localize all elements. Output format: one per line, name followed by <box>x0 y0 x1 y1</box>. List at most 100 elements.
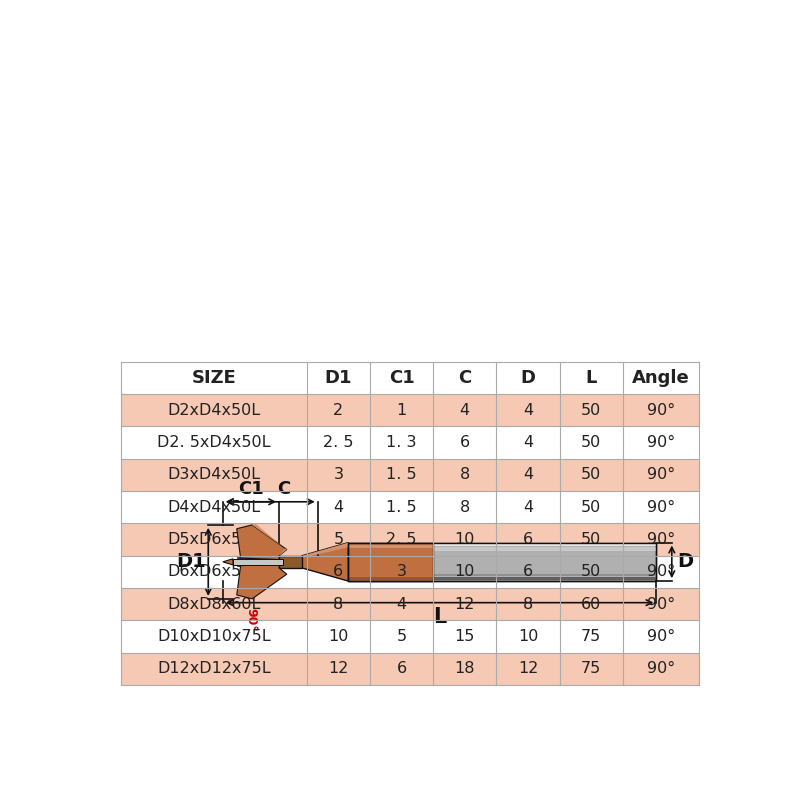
Text: 5: 5 <box>334 532 343 547</box>
Text: C1: C1 <box>389 369 414 387</box>
Text: D8xD8x60L: D8xD8x60L <box>167 597 261 612</box>
Text: 10: 10 <box>518 629 538 644</box>
Text: 1: 1 <box>397 402 406 418</box>
Text: 4: 4 <box>523 500 533 514</box>
Text: D1: D1 <box>325 369 352 387</box>
Text: 18: 18 <box>454 662 475 676</box>
Bar <box>349 543 656 546</box>
Text: D: D <box>521 369 535 387</box>
Text: 90°: 90° <box>646 662 675 676</box>
Text: 2. 5: 2. 5 <box>323 435 354 450</box>
Text: D10xD10x75L: D10xD10x75L <box>157 629 270 644</box>
Text: 1. 3: 1. 3 <box>386 435 417 450</box>
Bar <box>349 542 433 581</box>
Bar <box>122 394 698 426</box>
Text: D2xD4x50L: D2xD4x50L <box>167 402 261 418</box>
Bar <box>122 362 698 394</box>
Polygon shape <box>237 525 287 559</box>
Text: 3: 3 <box>397 564 406 579</box>
Text: D: D <box>678 552 694 571</box>
Text: C: C <box>278 481 290 498</box>
Text: 15: 15 <box>454 629 475 644</box>
Text: 8: 8 <box>460 500 470 514</box>
Polygon shape <box>237 564 287 599</box>
Bar <box>349 574 656 577</box>
Text: 90°: 90° <box>646 467 675 482</box>
Text: 10: 10 <box>454 532 475 547</box>
Text: 4: 4 <box>397 597 406 612</box>
Bar <box>122 491 698 523</box>
Text: 90°: 90° <box>646 500 675 514</box>
Bar <box>122 653 698 685</box>
Bar <box>122 620 698 653</box>
Bar <box>233 558 283 565</box>
Text: 90°: 90° <box>646 597 675 612</box>
Bar <box>349 578 656 580</box>
Text: 6: 6 <box>460 435 470 450</box>
Text: 12: 12 <box>328 662 349 676</box>
Text: 4: 4 <box>523 467 533 482</box>
Text: 4: 4 <box>334 500 343 514</box>
Text: 3: 3 <box>334 467 343 482</box>
Text: Angle: Angle <box>632 369 690 387</box>
Bar <box>122 556 698 588</box>
Bar <box>349 547 656 551</box>
Text: 2. 5: 2. 5 <box>386 532 417 547</box>
Text: 1. 5: 1. 5 <box>386 500 417 514</box>
Polygon shape <box>302 542 349 558</box>
Text: 2: 2 <box>334 402 343 418</box>
Text: 90°: 90° <box>646 564 675 579</box>
Text: D3xD4x50L: D3xD4x50L <box>167 467 261 482</box>
Polygon shape <box>279 556 302 568</box>
Text: SIZE: SIZE <box>192 369 236 387</box>
Polygon shape <box>223 558 233 565</box>
Text: 90°: 90° <box>646 532 675 547</box>
Text: 50: 50 <box>581 467 602 482</box>
Text: 8: 8 <box>460 467 470 482</box>
Text: 12: 12 <box>454 597 475 612</box>
Text: L: L <box>433 606 446 626</box>
Polygon shape <box>252 524 287 556</box>
Text: 50: 50 <box>581 564 602 579</box>
Text: 1. 5: 1. 5 <box>386 467 417 482</box>
Text: L: L <box>586 369 597 387</box>
Text: 90°: 90° <box>244 608 257 632</box>
Text: 4: 4 <box>523 435 533 450</box>
Text: 12: 12 <box>518 662 538 676</box>
Text: 4: 4 <box>460 402 470 418</box>
Text: D5xD6x50L: D5xD6x50L <box>167 532 261 547</box>
Text: 5: 5 <box>397 629 406 644</box>
Text: 75: 75 <box>581 629 602 644</box>
Text: 50: 50 <box>581 435 602 450</box>
Text: 4: 4 <box>523 402 533 418</box>
Bar <box>349 542 656 581</box>
Text: D6xD6x50L: D6xD6x50L <box>167 564 261 579</box>
Text: 6: 6 <box>523 532 533 547</box>
Text: D12xD12x75L: D12xD12x75L <box>157 662 270 676</box>
Text: 6: 6 <box>334 564 343 579</box>
Text: D4xD4x50L: D4xD4x50L <box>167 500 261 514</box>
Polygon shape <box>302 542 349 581</box>
Text: C: C <box>458 369 471 387</box>
Bar <box>122 588 698 620</box>
Text: D2. 5xD4x50L: D2. 5xD4x50L <box>158 435 270 450</box>
Bar <box>122 458 698 491</box>
Text: 90°: 90° <box>646 402 675 418</box>
Bar <box>349 542 656 581</box>
Text: 75: 75 <box>581 662 602 676</box>
Text: 10: 10 <box>328 629 349 644</box>
Text: D1: D1 <box>177 552 206 571</box>
Text: 6: 6 <box>523 564 533 579</box>
Text: 10: 10 <box>454 564 475 579</box>
Bar <box>349 578 433 580</box>
Bar <box>122 523 698 556</box>
Text: 6: 6 <box>397 662 406 676</box>
Text: 50: 50 <box>581 500 602 514</box>
Bar <box>349 542 433 581</box>
Bar <box>122 426 698 458</box>
Bar <box>349 544 433 548</box>
Text: 60: 60 <box>581 597 602 612</box>
Text: 8: 8 <box>334 597 343 612</box>
Text: 90°: 90° <box>646 629 675 644</box>
Text: 90°: 90° <box>646 435 675 450</box>
